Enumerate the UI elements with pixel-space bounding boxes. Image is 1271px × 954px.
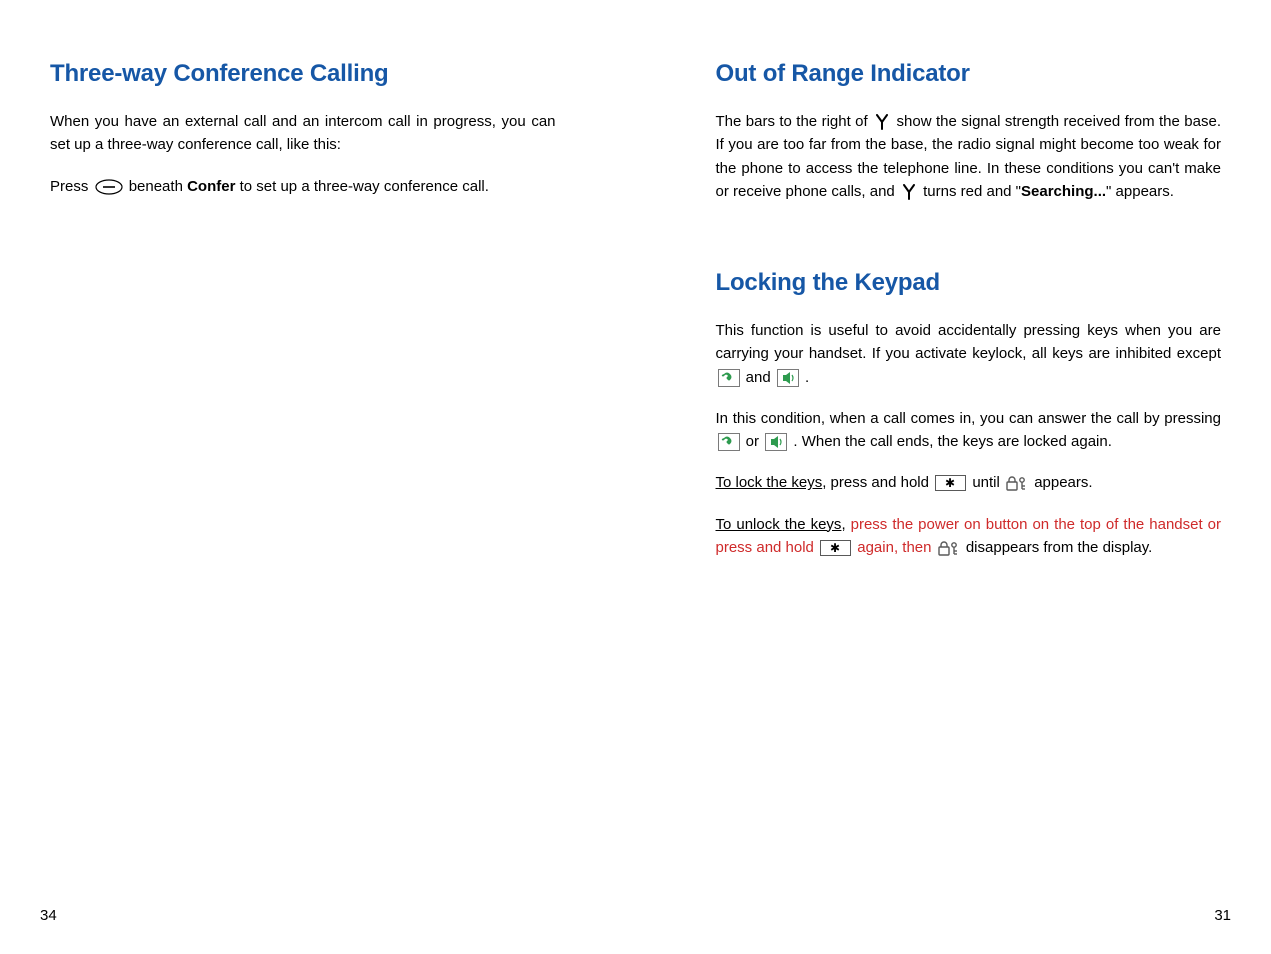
range-para: The bars to the right of show the signal… <box>716 110 1222 203</box>
k1b: and <box>746 369 771 386</box>
lock-b: until <box>972 474 1000 491</box>
unlock-a: , <box>841 516 845 533</box>
star-key-icon <box>935 475 966 491</box>
k1a: This function is useful to avoid acciden… <box>716 322 1222 362</box>
heading-conference: Three-way Conference Calling <box>50 60 556 88</box>
k2c: . When the call ends, the keys are locke… <box>793 433 1112 450</box>
conf-step: Press beneath Confer to set up a three-w… <box>50 175 556 198</box>
speaker-key-icon <box>777 369 799 387</box>
keypad-p1: This function is useful to avoid acciden… <box>716 319 1222 389</box>
lock-a: , press and hold <box>822 474 929 491</box>
lock-line: To lock the keys, press and hold until a… <box>716 471 1222 494</box>
conf-intro: When you have an external call and an in… <box>50 110 556 157</box>
unlock-red2: again, then <box>857 539 931 556</box>
range-a: The bars to the right of <box>716 113 868 130</box>
conf-step-c: to set up a three-way conference call. <box>240 178 489 195</box>
manual-page-spread: Three-way Conference Calling When you ha… <box>0 0 1271 954</box>
talk-key-icon <box>718 369 740 387</box>
page-number-left: 34 <box>40 907 57 924</box>
unlock-line: To unlock the keys, press the power on b… <box>716 513 1222 560</box>
softkey-icon <box>95 179 123 195</box>
right-page: Out of Range Indicator The bars to the r… <box>636 60 1232 924</box>
k2b: or <box>746 433 759 450</box>
lock-u: To lock the keys <box>716 474 823 491</box>
talk-key-icon <box>718 433 740 451</box>
star-key-icon <box>820 540 851 556</box>
lock-icon <box>938 539 960 557</box>
heading-range: Out of Range Indicator <box>716 60 1222 88</box>
lock-c: appears. <box>1034 474 1092 491</box>
page-number-right: 31 <box>1214 907 1231 924</box>
conf-step-bold: Confer <box>187 178 235 195</box>
unlock-u: To unlock the keys <box>716 516 842 533</box>
unlock-b: disappears from the display. <box>966 539 1152 556</box>
heading-keypad: Locking the Keypad <box>716 269 1222 297</box>
k1c: . <box>805 369 809 386</box>
left-page: Three-way Conference Calling When you ha… <box>40 60 636 924</box>
speaker-key-icon <box>765 433 787 451</box>
antenna-icon <box>901 183 917 201</box>
range-bold: Searching... <box>1021 183 1106 200</box>
antenna-icon <box>874 113 890 131</box>
range-d: " appears. <box>1106 183 1174 200</box>
conf-step-b: beneath <box>129 178 183 195</box>
conf-step-a: Press <box>50 178 88 195</box>
lock-icon <box>1006 474 1028 492</box>
range-c: turns red and " <box>923 183 1021 200</box>
k2a: In this condition, when a call comes in,… <box>716 410 1222 427</box>
keypad-p2: In this condition, when a call comes in,… <box>716 407 1222 454</box>
